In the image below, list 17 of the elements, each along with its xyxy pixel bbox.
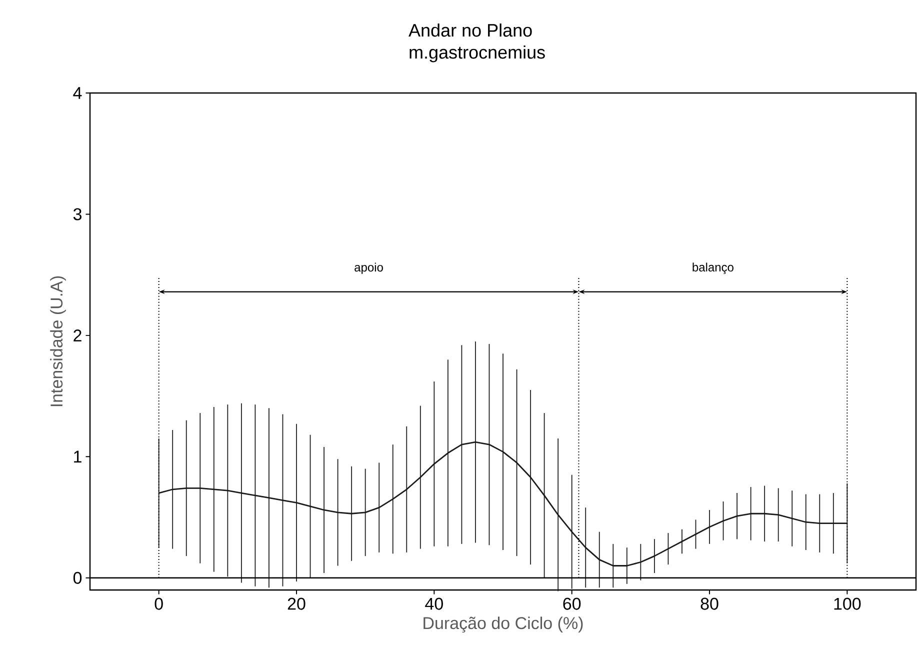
- y-tick-label: 4: [73, 87, 82, 99]
- annotation: balanço: [692, 262, 734, 274]
- chart-title: Andar no Plano: [408, 24, 532, 37]
- x-tick-label: 20: [288, 598, 306, 610]
- x-tick-label: 80: [700, 598, 718, 610]
- x-tick-label: 0: [154, 598, 163, 610]
- annotation: apoio: [354, 262, 383, 274]
- x-axis-title: Duração do Ciclo (%): [424, 616, 583, 633]
- y-tick-label: 1: [74, 450, 82, 463]
- x-tick-label: 100: [834, 598, 861, 610]
- x-tick-label: 60: [563, 598, 581, 610]
- y-tick-label: 0: [73, 572, 82, 584]
- chart-subtitle: m.gastrocnemius: [410, 46, 545, 62]
- y-tick-label: 3: [73, 208, 82, 220]
- y-tick-label: 2: [74, 329, 82, 342]
- y-axis-title: Intensidade (U.A): [50, 276, 66, 406]
- x-tick-label: 40: [425, 598, 443, 610]
